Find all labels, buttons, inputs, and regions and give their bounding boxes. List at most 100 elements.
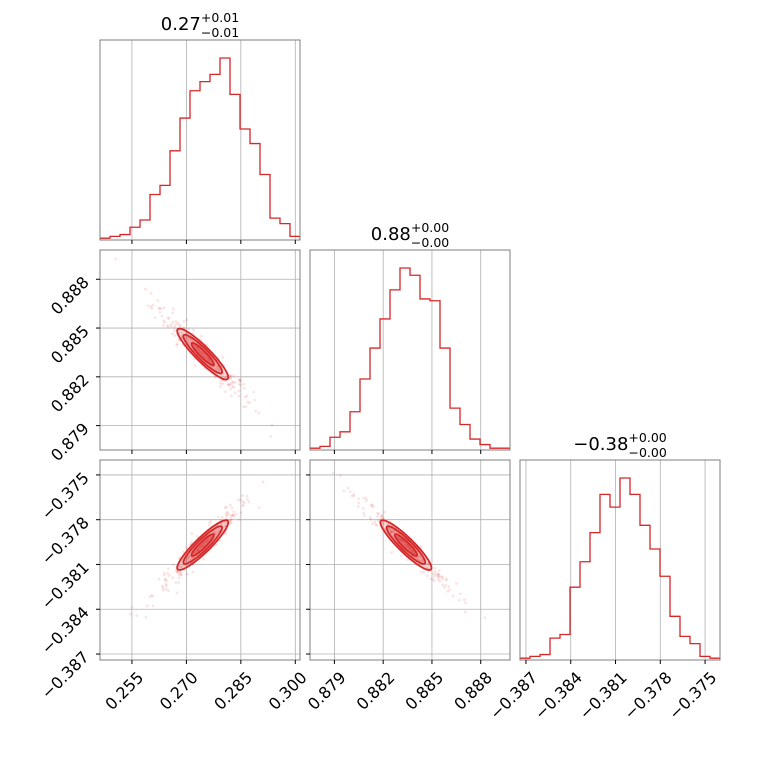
sample-point (200, 543, 204, 547)
sample-point (401, 539, 405, 543)
x-tick-label-2-3: −0.378 (620, 668, 675, 723)
title-plus-1: +0.00 (411, 220, 449, 235)
sample-point (419, 570, 423, 574)
sample-point (238, 378, 241, 382)
sample-point (177, 576, 181, 580)
sample-point (225, 375, 229, 379)
panel-frame-1-1 (309, 249, 511, 451)
sample-point (374, 523, 378, 526)
x-tick-label-0-3: 0.300 (265, 668, 311, 714)
sample-point (400, 539, 404, 543)
sample-point (166, 572, 170, 575)
sample-point (238, 518, 242, 521)
sample-point (223, 390, 227, 394)
title-minus-2: −0.00 (628, 445, 666, 460)
sample-point (202, 544, 206, 547)
x-tick-label-1-1: 0.882 (353, 668, 399, 714)
sample-point (169, 324, 173, 328)
sample-point (175, 591, 179, 595)
sample-point (237, 378, 241, 381)
sample-point (196, 349, 200, 353)
sample-point (229, 503, 232, 507)
sample-point (156, 299, 160, 302)
sample-point (165, 584, 169, 588)
sample-point (205, 539, 209, 542)
sample-point (257, 506, 261, 509)
sample-point (198, 544, 202, 548)
sample-point (177, 573, 181, 577)
sample-point (252, 390, 256, 394)
sample-point (406, 545, 410, 549)
sample-point (237, 382, 241, 386)
sample-point (376, 511, 379, 515)
sample-point (186, 340, 190, 344)
sample-point (243, 395, 247, 399)
sample-point (241, 504, 245, 508)
sample-point (244, 405, 248, 408)
sample-point (408, 547, 412, 551)
sample-point (148, 595, 152, 599)
sample-point (242, 383, 246, 386)
sample-point (173, 325, 176, 329)
sample-point (356, 505, 360, 508)
x-tick-label-0-0: 0.255 (101, 668, 147, 714)
x-tick-label-2-1: −0.384 (531, 668, 586, 723)
sample-point (239, 379, 242, 383)
sample-point (437, 569, 441, 572)
sample-point (387, 522, 391, 526)
sample-point (186, 336, 190, 340)
sample-point (445, 578, 448, 582)
title-plus-0: +0.01 (201, 10, 239, 25)
sample-point (223, 524, 227, 528)
sample-point (382, 510, 386, 514)
sample-point (230, 380, 234, 384)
sample-point (232, 385, 236, 389)
sample-point (167, 316, 171, 320)
sample-point (408, 546, 412, 550)
panel-title-1: 0.88+0.00 (371, 220, 449, 245)
sample-point (169, 322, 173, 326)
sample-point (382, 516, 385, 520)
sample-point (204, 539, 208, 543)
sample-point (162, 306, 166, 310)
sample-point (166, 589, 170, 593)
sample-point (227, 512, 231, 516)
sample-point (433, 575, 437, 578)
sample-point (410, 548, 414, 552)
sample-point (185, 558, 189, 562)
sample-point (407, 546, 411, 550)
sample-point (231, 513, 235, 517)
title-value-1: 0.88 (371, 224, 411, 245)
sample-point (242, 405, 246, 409)
sample-point (404, 541, 408, 545)
sample-point (145, 604, 149, 608)
sample-point (242, 386, 246, 390)
sample-point (390, 551, 393, 555)
sample-point (171, 332, 174, 336)
sample-point (388, 527, 392, 531)
sample-point (175, 343, 179, 347)
contour-inner-0-2 (190, 533, 215, 557)
sample-point (178, 323, 181, 327)
sample-point (236, 498, 240, 502)
sample-point (201, 352, 204, 356)
sample-point (437, 572, 440, 576)
sample-point (187, 555, 190, 559)
sample-point (420, 559, 423, 563)
sample-point (389, 530, 393, 534)
sample-point (229, 514, 233, 518)
sample-point (457, 599, 461, 602)
sample-point (371, 503, 374, 507)
contour-outer-0-1 (176, 327, 230, 381)
sample-point (201, 354, 205, 358)
x-tick-label-1-2: 0.885 (401, 668, 447, 714)
sample-point (441, 577, 444, 581)
sample-point (216, 365, 220, 369)
sample-point (438, 575, 442, 579)
sample-point (379, 514, 383, 518)
sample-point (375, 524, 379, 527)
title-value-2: −0.38 (573, 434, 628, 455)
x-tick-label-1-0: 0.879 (304, 668, 350, 714)
contour-inner-0-1 (190, 341, 215, 367)
